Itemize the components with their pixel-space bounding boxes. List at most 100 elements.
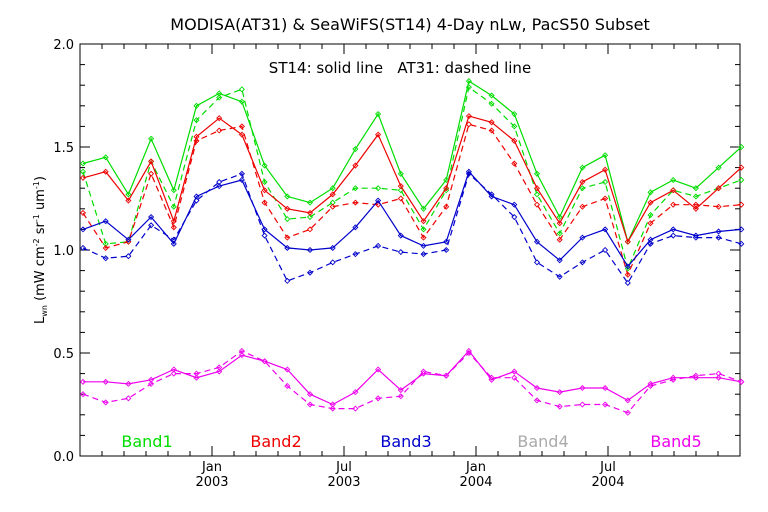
band5-st14-point [511, 368, 518, 375]
band2-st14-point [533, 185, 541, 192]
band1-at31-point [511, 123, 518, 130]
band2-st14-point [79, 174, 87, 181]
band1-at31-point [602, 178, 609, 186]
legend-band3: Band3 [380, 432, 431, 451]
band3-st14-point [602, 226, 609, 233]
band3-at31-point [79, 244, 87, 251]
band2-at31-point [602, 195, 609, 202]
band5-st14-point [579, 384, 586, 392]
x-tick-year: 2004 [591, 475, 624, 490]
band5-at31-point [443, 372, 450, 379]
band1-st14-point [261, 162, 268, 169]
band5-at31-point [306, 401, 314, 408]
band5-at31-point [670, 376, 677, 383]
band1-at31-point [329, 199, 336, 206]
band3-st14-point [624, 263, 631, 270]
band3-st14-point [352, 224, 359, 231]
band5-at31-point [533, 397, 541, 404]
band5-st14-point [715, 374, 722, 381]
band3-st14-point [102, 218, 109, 225]
band5-at31-point [420, 368, 427, 375]
band2-st14-point [715, 185, 722, 192]
band2-at31-point [284, 234, 291, 241]
band1-st14-line [82, 80, 742, 244]
band2-at31-point [579, 203, 586, 210]
legend: Band1 Band2 Band3 Band4 Band5 [121, 432, 701, 451]
band3-st14-line [82, 170, 742, 268]
band5-st14-line [83, 349, 742, 406]
band2-at31-point [443, 203, 450, 210]
band1-st14-point [602, 152, 609, 159]
band3-at31-point [125, 253, 132, 260]
x-tick-month: Jul [599, 460, 616, 475]
band1-at31-point [102, 240, 109, 247]
band5-st14-point [216, 368, 223, 375]
band1-st14-point [647, 189, 654, 196]
band5-at31-point [624, 409, 631, 416]
band5-at31-point [261, 358, 268, 365]
band3-at31-point [261, 232, 268, 239]
band1-st14-point [420, 205, 427, 212]
band5-at31-point [238, 347, 245, 354]
band5-at31-point [715, 370, 722, 377]
band5-st14-point [193, 374, 200, 381]
band3-at31-point [465, 170, 472, 177]
y-tick-label: 2.0 [53, 38, 74, 53]
band3-st14-point [216, 183, 223, 190]
band3-at31-point [284, 277, 291, 284]
band2-at31-point [79, 209, 87, 216]
band1-st14-point [238, 98, 245, 105]
band5-at31-point [284, 382, 291, 389]
band1-st14-point [488, 92, 495, 99]
band1-at31-point [647, 211, 654, 219]
band2-at31-point [624, 271, 631, 278]
band3-at31-point [488, 191, 495, 198]
band1-st14-point [556, 214, 563, 221]
band3-at31-point [238, 170, 245, 177]
band2-st14-point [692, 205, 699, 212]
band5-st14-point [556, 389, 563, 396]
band2-at31-point [352, 199, 359, 206]
band2-at31-point [556, 236, 563, 243]
band1-st14-point [738, 143, 745, 151]
band2-st14-point [443, 185, 450, 192]
band2-at31-point [420, 234, 427, 241]
y-axis-label-text: Lwn (mW cm-2 sr-1 um-1) [32, 176, 49, 324]
band1-at31-point [352, 185, 359, 192]
band3-st14-point [670, 226, 677, 233]
band1-at31-point [738, 176, 745, 183]
band3-st14-point [579, 234, 586, 241]
y-axis: 0.0 0.5 1.0 1.5 2.0 [53, 38, 740, 465]
band3-at31-point [352, 251, 359, 258]
band3-at31-point [375, 242, 382, 249]
band1-st14-point [375, 111, 382, 118]
band5-at31-point [193, 370, 200, 377]
band2-at31-point [216, 127, 223, 134]
band1-at31-point [488, 100, 495, 107]
y-axis-label: Lwn (mW cm-2 sr-1 um-1) [32, 176, 49, 324]
band1-st14-point [79, 160, 87, 167]
x-tick-month: Jan [201, 460, 222, 475]
band3-st14-point [125, 236, 132, 243]
x-tick-year: 2003 [327, 475, 360, 490]
band2-st14-point [216, 115, 223, 122]
y-tick-label: 0.5 [53, 347, 74, 362]
band3-st14-point [148, 214, 155, 221]
band2-st14-point [465, 113, 472, 120]
x-tick-year: 2004 [459, 475, 492, 490]
band2-st14-point [602, 166, 609, 173]
band3-st14-point [511, 201, 518, 208]
band1-st14-point [193, 102, 200, 109]
band1-at31-point [306, 214, 314, 221]
band5-at31-line [82, 350, 742, 414]
band5-at31-point [511, 374, 518, 381]
x-tick-month: Jan [465, 460, 486, 475]
band1-at31-point [420, 226, 427, 233]
series-layer [79, 78, 745, 416]
band3-at31-point [306, 269, 314, 276]
band5-at31-point [692, 372, 699, 379]
band5-at31-point [465, 349, 472, 357]
band3-at31-point [170, 236, 177, 243]
band5-at31-point [170, 370, 177, 377]
